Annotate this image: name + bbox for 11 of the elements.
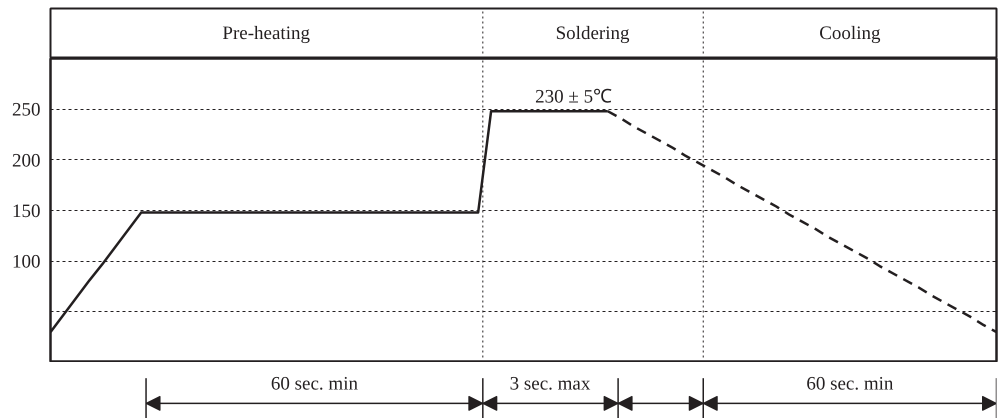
text: Pre-heating [222, 23, 310, 44]
y-tick-label: 250 [12, 100, 40, 121]
text: 60 sec. min [806, 373, 894, 394]
y-tick-label: 100 [12, 252, 40, 273]
annotation: 230 ± 5℃ [535, 86, 612, 108]
y-tick-label: 200 [12, 150, 40, 172]
text: 3 sec. max [510, 373, 591, 394]
text: 60 sec. min [270, 373, 358, 394]
text: Cooling [819, 23, 881, 44]
text: Soldering [556, 23, 630, 44]
y-tick-label: 150 [12, 201, 40, 222]
